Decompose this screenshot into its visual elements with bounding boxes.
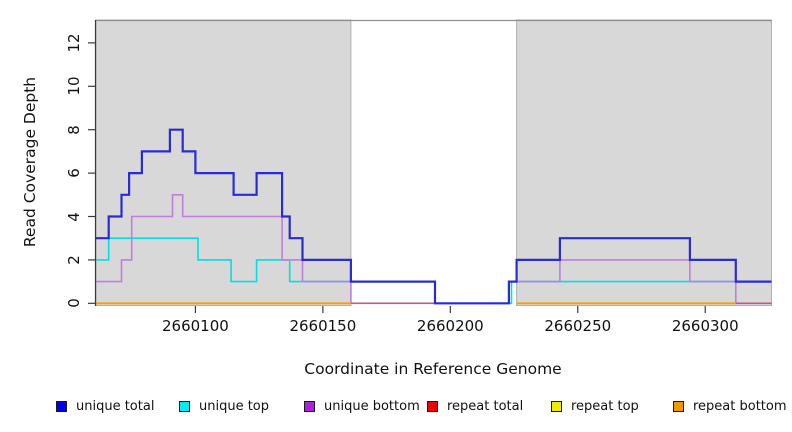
y-tick-label: 12 [65, 33, 83, 53]
series-unique-bottom-line [96, 194, 772, 305]
legend-label: unique total [76, 398, 155, 414]
legend-item-repeat-bottom: repeat bottom [673, 398, 787, 414]
x-tick-label: 2660250 [544, 317, 612, 335]
shaded-region [516, 19, 773, 306]
legend-swatch-icon [427, 400, 438, 412]
y-tick-label: 8 [65, 124, 83, 135]
y-tick-label: 6 [65, 168, 83, 178]
legend-label: unique top [199, 398, 270, 414]
y-tick-label: 2 [65, 255, 83, 265]
legend-item-unique-top: unique top [179, 398, 269, 414]
shaded-region [95, 19, 352, 306]
legend-swatch-icon [179, 400, 190, 412]
x-tick-label: 2660100 [162, 317, 229, 335]
legend-swatch-icon [673, 400, 684, 412]
legend-label: unique bottom [324, 398, 420, 414]
legend-item-unique-total: unique total [56, 398, 154, 414]
y-axis-title: Read Coverage Depth [21, 76, 39, 248]
x-tick-label: 2660150 [289, 317, 357, 335]
x-tick-label: 2660200 [416, 317, 484, 335]
series-unique-total-line [96, 128, 772, 305]
legend: unique total unique top unique bottom repea… [0, 398, 792, 418]
legend-label: repeat bottom [693, 398, 787, 414]
legend-label: repeat total [447, 398, 524, 414]
y-tick-label: 4 [65, 211, 83, 222]
legend-item-repeat-top: repeat top [551, 398, 639, 414]
x-tick-label: 2660300 [671, 317, 739, 335]
y-tick-label: 10 [65, 76, 83, 96]
y-tick-label: 0 [65, 298, 83, 309]
legend-swatch-icon [56, 400, 67, 412]
x-axis-title: Coordinate in Reference Genome [304, 360, 562, 378]
legend-item-unique-bottom: unique bottom [304, 398, 420, 414]
legend-swatch-icon [551, 400, 562, 412]
legend-label: repeat top [571, 398, 639, 414]
legend-item-repeat-total: repeat total [427, 398, 523, 414]
legend-swatch-icon [304, 400, 315, 412]
